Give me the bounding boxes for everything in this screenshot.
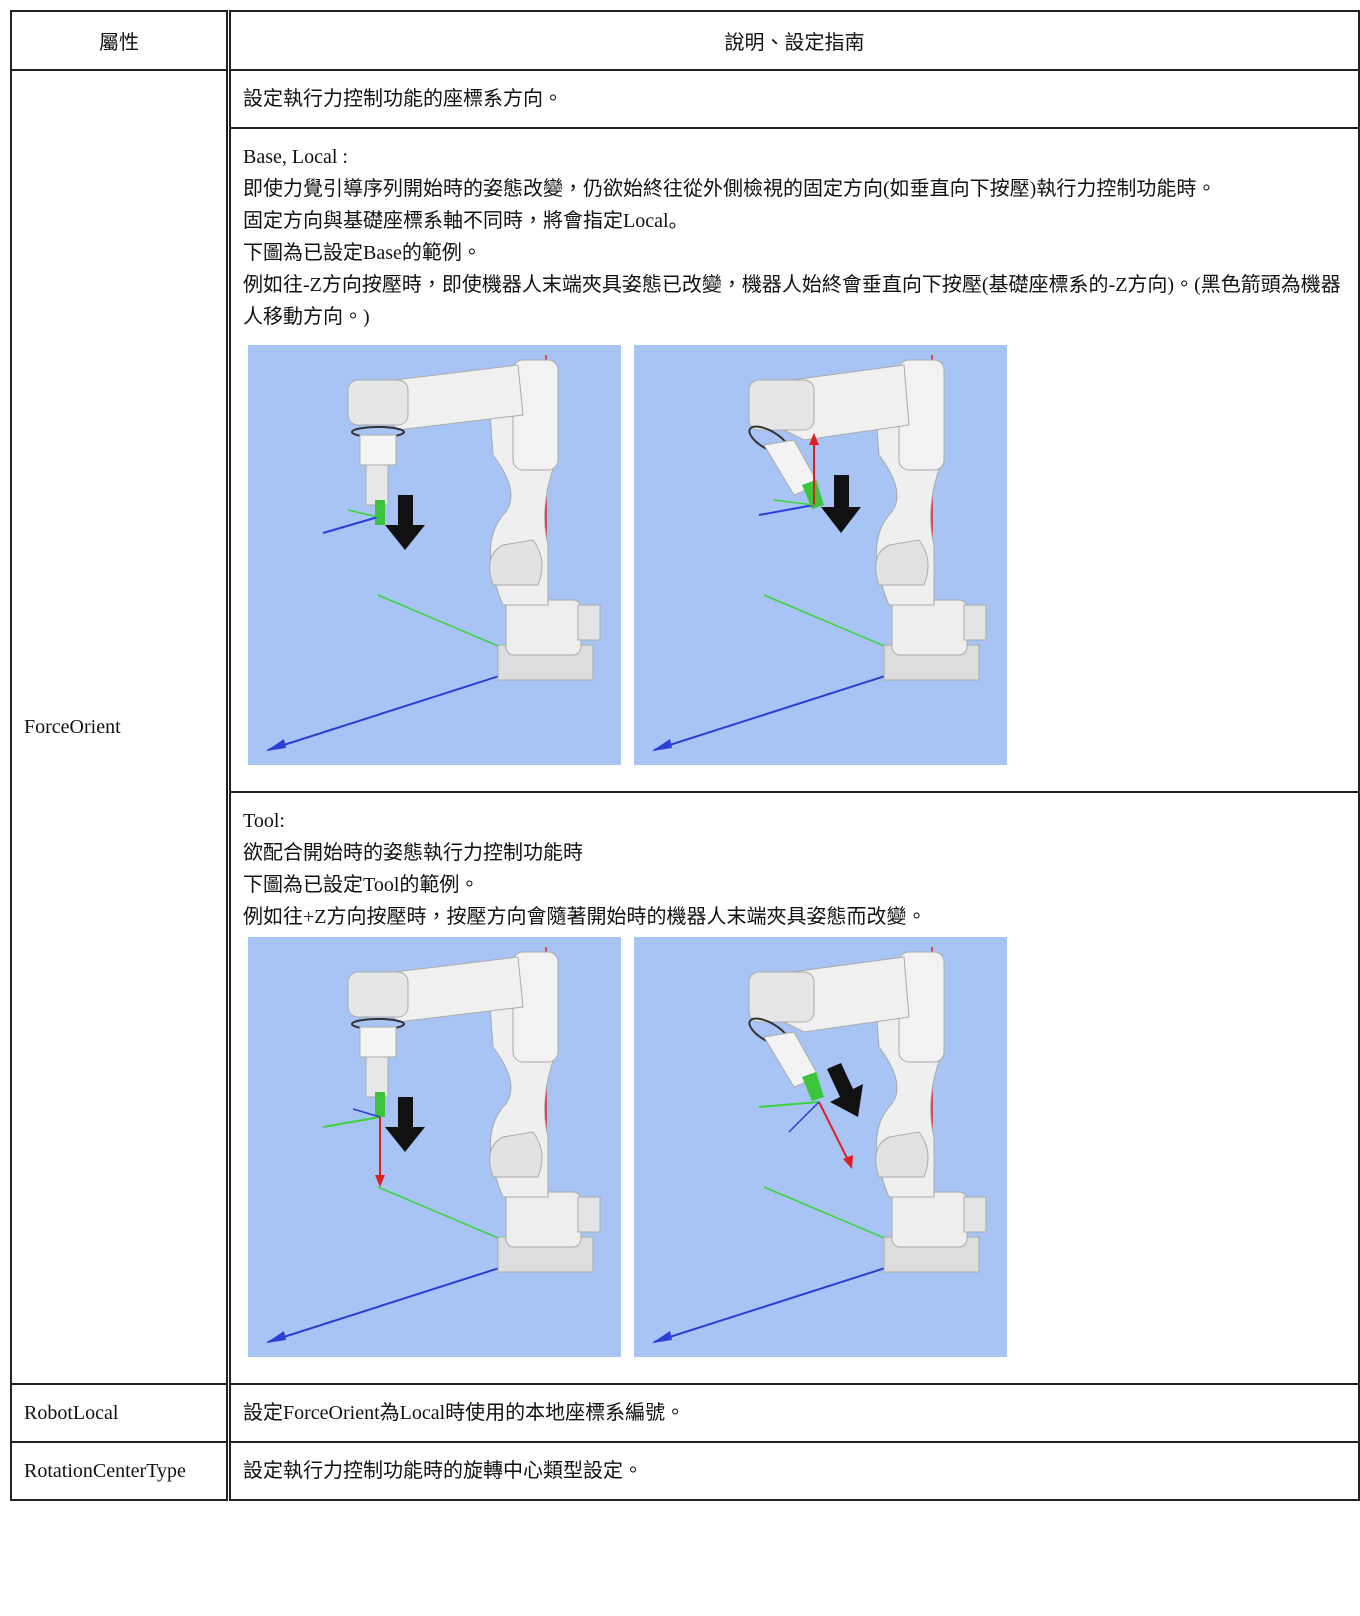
text-line: 例如往+Z方向按壓時，按壓方向會隨著開始時的機器人末端夾具姿態而改變。: [243, 906, 927, 928]
row: RotationCenterType 設定執行力控制功能時的旋轉中心類型設定。: [10, 1441, 1360, 1501]
description-cell: 設定ForceOrient為Local時使用的本地座標系編號。: [227, 1383, 1360, 1443]
text-line: Base, Local :: [243, 146, 348, 168]
description-cell: Tool: 欲配合開始時的姿態執行力控制功能時 下圖為已設定Tool的範例。 例…: [227, 791, 1360, 1385]
text-line: 下圖為已設定Base的範例。: [243, 242, 482, 264]
description-cell: Base, Local : 即使力覺引導序列開始時的姿態改變，仍欲始終往從外側檢…: [227, 127, 1360, 793]
figure-pair: [248, 345, 1346, 765]
text-line: 即使力覺引導序列開始時的姿態改變，仍欲始終往從外側檢視的固定方向(如垂直向下按壓…: [243, 178, 1217, 200]
header-cell: 說明、設定指南: [227, 10, 1360, 71]
property-cell: RobotLocal: [10, 1383, 231, 1443]
property-cell: RotationCenterType: [10, 1441, 231, 1501]
robot-figure: [248, 937, 621, 1357]
property-cell: ForceOrient: [10, 69, 231, 1385]
row: RobotLocal 設定ForceOrient為Local時使用的本地座標系編…: [10, 1383, 1360, 1443]
text-line: 設定執行力控制功能的座標系方向。: [243, 88, 563, 110]
description-cell: 設定執行力控制功能的座標系方向。: [227, 69, 1360, 129]
figure-pair: [248, 937, 1346, 1357]
text-line: Tool:: [243, 810, 285, 832]
robot-figure: [634, 937, 1007, 1357]
text-line: 設定執行力控制功能時的旋轉中心類型設定。: [243, 1460, 643, 1482]
robot-figure: [248, 345, 621, 765]
header-cell: 屬性: [10, 10, 231, 71]
text-line: 例如往-Z方向按壓時，即使機器人末端夾具姿態已改變，機器人始終會垂直向下按壓(基…: [243, 274, 1341, 328]
row: Base, Local : 即使力覺引導序列開始時的姿態改變，仍欲始終往從外側檢…: [11, 127, 1360, 793]
description-cell: 設定執行力控制功能時的旋轉中心類型設定。: [227, 1441, 1360, 1501]
text-line: 欲配合開始時的姿態執行力控制功能時: [243, 842, 583, 864]
text-line: 下圖為已設定Tool的範例。: [243, 874, 480, 896]
text-line: 設定ForceOrient為Local時使用的本地座標系編號。: [243, 1402, 686, 1424]
row: ForceOrient 設定執行力控制功能的座標系方向。: [10, 69, 1360, 1385]
robot-figure: [634, 345, 1007, 765]
row: Tool: 欲配合開始時的姿態執行力控制功能時 下圖為已設定Tool的範例。 例…: [11, 791, 1360, 1385]
header-row: 屬性 說明、設定指南: [10, 10, 1360, 71]
property-table: 屬性 說明、設定指南 ForceOrient 設定執行力控制功能的座標系方向。 …: [10, 10, 1360, 1501]
text-line: 固定方向與基礎座標系軸不同時，將會指定Local。: [243, 210, 689, 232]
